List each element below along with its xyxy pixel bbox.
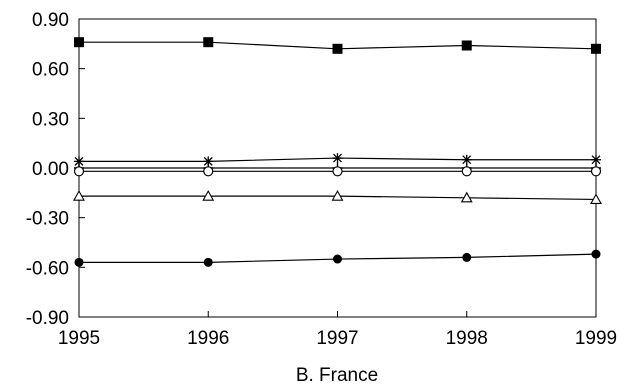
data-point: [590, 166, 602, 177]
data-point: [461, 154, 472, 165]
y-axis: 0.90 0.60 0.30 0.00 -0.30 -0.60 -0.90: [26, 10, 85, 329]
series-6: [74, 249, 601, 267]
data-point: [202, 190, 215, 201]
x-tick-label: 1999: [575, 328, 617, 349]
y-tick-label: -0.30: [26, 209, 69, 230]
data-point: [332, 166, 343, 177]
x-tick-label: 1997: [316, 328, 358, 349]
data-point: [590, 193, 602, 205]
x-tick-label: 1998: [446, 328, 488, 349]
data-point: [332, 43, 343, 54]
x-tick-label: 1995: [58, 328, 100, 349]
data-point: [73, 190, 85, 201]
data-point: [203, 166, 214, 177]
data-point: [203, 37, 214, 48]
y-tick-label: 0.30: [32, 109, 69, 130]
data-point: [461, 40, 472, 51]
x-axis-label: B. France: [296, 365, 378, 386]
data-point: [73, 166, 85, 177]
y-tick-label: -0.90: [26, 308, 69, 329]
series-5: [73, 190, 602, 205]
y-tick-label: 0.90: [32, 10, 69, 31]
y-tick-label: 0.60: [32, 60, 69, 81]
data-point: [332, 153, 343, 164]
data-point: [74, 257, 84, 267]
series-2: [74, 153, 601, 167]
data-point: [461, 166, 472, 177]
data-point: [74, 37, 84, 48]
series-4: [73, 166, 602, 177]
data-point: [203, 156, 214, 167]
x-axis: 1995 1996 1997 1998 1999: [58, 311, 617, 349]
y-tick-label: -0.60: [26, 258, 69, 279]
data-point: [462, 252, 472, 262]
data-point: [591, 43, 601, 54]
series-layer: [73, 37, 602, 267]
data-point: [460, 191, 473, 203]
series-1: [74, 37, 601, 54]
x-tick-label: 1996: [187, 328, 229, 349]
data-point: [331, 190, 344, 201]
y-tick-label: 0.00: [32, 159, 69, 180]
data-point: [74, 156, 84, 167]
data-point: [203, 257, 213, 267]
data-point: [333, 254, 342, 264]
data-point: [591, 154, 601, 165]
data-point: [591, 249, 601, 259]
